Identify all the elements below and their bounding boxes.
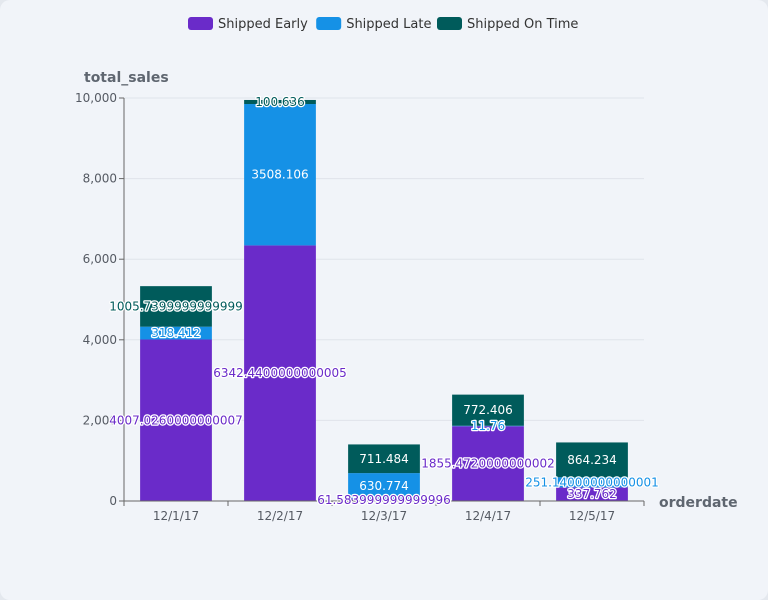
legend-swatch <box>188 17 213 30</box>
data-label: 864.234 <box>567 453 617 467</box>
data-label: 100.636 <box>255 95 305 109</box>
data-label: 3508.106 <box>251 168 308 182</box>
y-axis-title: total_sales <box>84 70 169 86</box>
data-label: 11.76 <box>471 419 505 433</box>
legend-item: Shipped Late <box>316 17 431 32</box>
bar-segment <box>452 394 524 426</box>
bar-segment <box>348 444 420 474</box>
bar-segment <box>556 477 628 488</box>
y-tick-label: 2,000 <box>83 413 117 427</box>
legend-label: Shipped Early <box>218 17 308 32</box>
axes: 0 2,000 4,000 6,000 8,000 10,000 12/1/17 12/2/1… <box>75 91 645 523</box>
y-tick-label: 8,000 <box>83 172 117 186</box>
x-axis-title: orderdate <box>659 495 738 511</box>
data-label: 6342.4400000000005 <box>213 366 347 380</box>
legend-label: Shipped On Time <box>467 17 578 32</box>
bar-segment <box>140 339 212 501</box>
legend-swatch <box>437 17 462 30</box>
x-tick-label: 12/2/17 <box>257 509 303 523</box>
bar-segment <box>140 326 212 340</box>
x-tick-label: 12/3/17 <box>361 509 407 523</box>
data-label: 61.583999999999996 <box>317 493 451 507</box>
data-label: 337.762 <box>567 487 617 501</box>
y-tick-label: 10,000 <box>75 91 117 105</box>
bar-segment <box>348 473 420 499</box>
bars <box>140 99 628 501</box>
x-tick-label: 12/1/17 <box>153 509 199 523</box>
data-labels: 4007.0260000000007 318.412 1005.7399999999… <box>108 94 660 508</box>
bar-segment <box>452 426 524 501</box>
y-tick-label: 6,000 <box>83 252 117 266</box>
x-tick-label: 12/5/17 <box>569 509 615 523</box>
legend-label: Shipped Late <box>346 17 431 32</box>
bar-segment <box>348 498 420 501</box>
bar-segment <box>244 245 316 501</box>
bar-segment <box>244 99 316 105</box>
bar-segment <box>140 286 212 327</box>
bar-segment <box>244 104 316 246</box>
bar-segment <box>556 442 628 478</box>
legend-item: Shipped On Time <box>437 17 578 32</box>
data-label: 1005.7399999999999 <box>109 299 243 313</box>
legend-swatch <box>316 17 342 30</box>
y-tick-label: 0 <box>109 494 117 508</box>
data-label: 318.412 <box>151 326 201 340</box>
data-label: 251.14000000000001 <box>525 475 659 489</box>
y-tick-label: 4,000 <box>83 333 117 347</box>
bar-segment <box>556 487 628 501</box>
legend: Shipped Early Shipped Late Shipped On Time <box>188 17 578 32</box>
data-label: 1855.4720000000002 <box>421 457 555 471</box>
x-tick-label: 12/4/17 <box>465 509 511 523</box>
legend-item: Shipped Early <box>188 17 308 32</box>
data-label: 711.484 <box>359 452 409 466</box>
data-label: 630.774 <box>359 479 409 493</box>
data-label: 772.406 <box>463 403 513 417</box>
data-label: 4007.0260000000007 <box>109 413 243 427</box>
